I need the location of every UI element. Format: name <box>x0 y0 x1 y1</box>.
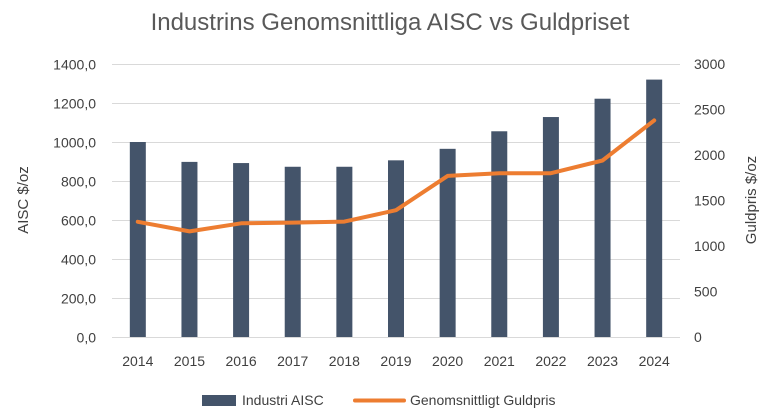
legend-label-gold: Genomsnittligt Guldpris <box>410 392 556 408</box>
bar <box>439 148 456 337</box>
left-axis-title: AISC $/oz <box>15 166 32 234</box>
x-tick-label: 2017 <box>277 353 308 369</box>
bar <box>336 166 353 337</box>
legend-label-aisc: Industri AISC <box>242 392 324 408</box>
left-tick-label: 1200,0 <box>53 96 96 112</box>
x-tick-label: 2018 <box>329 353 360 369</box>
bar <box>129 142 146 337</box>
right-tick-label: 3000 <box>694 56 725 72</box>
left-axis-ticks: 0,0 200,0 400,0 600,0 800,0 1000,0 1200,0 1400,… <box>53 57 96 346</box>
left-tick-label: 800,0 <box>61 174 96 190</box>
right-tick-label: 1500 <box>694 193 725 209</box>
x-tick-label: 2014 <box>122 353 153 369</box>
gold-price-line <box>135 118 657 234</box>
bar <box>594 98 611 338</box>
x-tick-label: 2016 <box>226 353 257 369</box>
x-tick-label: 2022 <box>535 353 566 369</box>
bar <box>284 166 301 337</box>
legend: Industri AISC Genomsnittligt Guldpris <box>202 392 556 408</box>
x-tick-label: 2024 <box>639 353 670 369</box>
right-axis-title: Guldpris $/oz <box>743 156 760 244</box>
x-tick-label: 2015 <box>174 353 205 369</box>
chart-title: Industrins Genomsnittliga AISC vs Guldpr… <box>151 9 630 36</box>
right-axis-ticks: 0 500 1000 1500 2000 2500 3000 <box>694 56 725 345</box>
legend-swatch-aisc <box>202 395 236 406</box>
left-tick-label: 1400,0 <box>53 57 96 73</box>
bar <box>491 131 508 337</box>
right-tick-label: 0 <box>694 329 702 345</box>
right-tick-label: 500 <box>694 284 718 300</box>
bar <box>388 160 404 337</box>
x-tick-label: 2020 <box>432 353 463 369</box>
x-tick-label: 2023 <box>587 353 618 369</box>
x-tick-label: 2019 <box>380 353 411 369</box>
x-axis-ticks: 2014 2015 2016 2017 2018 2019 2020 2021 2022 2023… <box>122 353 670 369</box>
right-tick-label: 2500 <box>694 102 725 118</box>
left-tick-label: 1000,0 <box>53 135 96 151</box>
left-tick-label: 0,0 <box>77 330 97 346</box>
bar <box>181 161 198 337</box>
right-tick-label: 2000 <box>694 147 725 163</box>
left-tick-label: 400,0 <box>61 252 96 268</box>
line-series <box>135 118 657 234</box>
bar <box>233 163 250 337</box>
right-tick-label: 1000 <box>694 238 725 254</box>
left-tick-label: 600,0 <box>61 213 96 229</box>
x-tick-label: 2021 <box>484 353 515 369</box>
bar <box>646 79 663 337</box>
left-tick-label: 200,0 <box>61 291 96 307</box>
bar <box>542 117 559 337</box>
